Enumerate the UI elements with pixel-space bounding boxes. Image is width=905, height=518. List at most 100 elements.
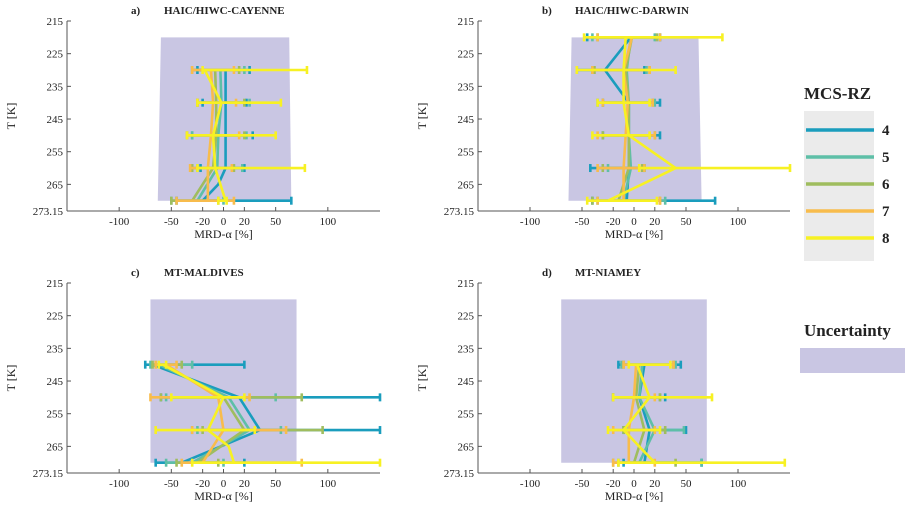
- panel-label: d): [542, 267, 552, 279]
- uncertainty-swatch: [800, 348, 905, 373]
- panels: a) HAIC/HIWC-CAYENNE 215 225 235 245 255 265 273…: [4, 5, 792, 503]
- series-group: [170, 66, 309, 205]
- y-tick-label: 235: [458, 343, 475, 355]
- legend-label-8: 8: [882, 231, 890, 247]
- y-axis-label: T [K]: [4, 103, 18, 130]
- x-tick-label: 20: [649, 216, 661, 228]
- x-tick-label: 0: [221, 216, 227, 228]
- x-tick-label: 0: [221, 478, 227, 490]
- y-tick-label: 273.15: [444, 468, 475, 480]
- y-tick-label: 255: [458, 147, 475, 159]
- y-tick-label: 235: [47, 343, 64, 355]
- x-tick-label: -20: [195, 216, 210, 228]
- series-group: [575, 33, 792, 205]
- x-axis-label: MRD-α [%]: [605, 227, 664, 241]
- series-line: [617, 37, 634, 202]
- x-tick-label: 100: [320, 216, 337, 228]
- series-8: [154, 360, 382, 467]
- x-tick-label: 0: [631, 478, 637, 490]
- x-axis-label: MRD-α [%]: [194, 227, 253, 241]
- y-tick-label: 215: [458, 16, 475, 28]
- x-tick-label: -100: [520, 216, 541, 228]
- panel-4: d) MT-NIAMEY 215 225 235 245 255 265 273.15 -100 -…: [415, 267, 790, 503]
- x-tick-label: 20: [649, 478, 661, 490]
- uncertainty-area: [568, 37, 702, 201]
- y-tick-label: 245: [47, 376, 64, 388]
- y-tick-label: 245: [458, 376, 475, 388]
- x-tick-label: 100: [730, 216, 747, 228]
- legend-label-6: 6: [882, 177, 890, 193]
- panel-3: c) MT-MALDIVES 215 225 235 245 255 265 273.15 -10…: [4, 267, 382, 503]
- panel-title: HAIC/HIWC-CAYENNE: [164, 5, 285, 17]
- y-tick-label: 225: [47, 311, 64, 323]
- uncertainty-title: Uncertainty: [804, 321, 891, 340]
- legend-title: MCS-RZ: [804, 84, 871, 103]
- series-8: [606, 360, 787, 467]
- uncertainty-area: [150, 299, 297, 463]
- x-tick-label: -50: [575, 478, 590, 490]
- panel-title: MT-NIAMEY: [575, 267, 641, 279]
- series-line: [201, 70, 227, 202]
- y-axis-label: T [K]: [415, 103, 429, 130]
- panel-label: b): [542, 5, 552, 17]
- x-tick-label: 50: [681, 478, 693, 490]
- x-tick-label: -20: [606, 216, 621, 228]
- y-tick-label: 215: [47, 16, 64, 28]
- y-tick-label: 235: [458, 81, 475, 93]
- y-tick-label: 215: [47, 278, 64, 290]
- y-tick-label: 215: [458, 278, 475, 290]
- x-tick-label: 100: [320, 478, 337, 490]
- x-tick-label: 50: [270, 478, 282, 490]
- series-line: [622, 364, 656, 464]
- x-tick-label: -50: [575, 216, 590, 228]
- panel-label: a): [131, 5, 141, 17]
- x-tick-label: -50: [164, 478, 179, 490]
- x-tick-label: 50: [681, 216, 693, 228]
- y-tick-label: 273.15: [33, 206, 64, 218]
- x-tick-label: 0: [631, 216, 637, 228]
- x-tick-label: -100: [109, 478, 130, 490]
- y-tick-label: 225: [458, 311, 475, 323]
- panel-label: c): [131, 267, 140, 279]
- y-tick-label: 273.15: [33, 468, 64, 480]
- y-tick-label: 245: [458, 114, 475, 126]
- legend-label-5: 5: [882, 150, 890, 166]
- x-tick-label: -20: [195, 478, 210, 490]
- y-tick-label: 255: [458, 409, 475, 421]
- y-tick-label: 225: [458, 49, 475, 61]
- y-tick-label: 273.15: [444, 206, 475, 218]
- y-tick-label: 235: [47, 81, 64, 93]
- y-tick-label: 255: [47, 409, 64, 421]
- legend-label-7: 7: [882, 204, 890, 220]
- x-axis-label: MRD-α [%]: [194, 489, 253, 503]
- y-axis-label: T [K]: [4, 365, 18, 392]
- legend-box: [804, 111, 874, 261]
- series-group: [606, 360, 787, 467]
- y-tick-label: 265: [458, 179, 475, 191]
- y-tick-label: 255: [47, 147, 64, 159]
- panel-1: a) HAIC/HIWC-CAYENNE 215 225 235 245 255 265 273…: [4, 5, 380, 241]
- x-tick-label: -100: [109, 216, 130, 228]
- y-tick-label: 265: [47, 441, 64, 453]
- y-tick-label: 265: [47, 179, 64, 191]
- y-tick-label: 225: [47, 49, 64, 61]
- series-line: [607, 37, 677, 202]
- x-tick-label: -100: [520, 478, 541, 490]
- series-line: [637, 364, 657, 464]
- legend: MCS-RZ 4 5 6 7 8 Uncertainty: [800, 84, 905, 373]
- y-axis-label: T [K]: [415, 365, 429, 392]
- legend-label-4: 4: [882, 123, 890, 139]
- series-group: [143, 360, 382, 467]
- x-tick-label: 20: [239, 478, 251, 490]
- y-tick-label: 265: [458, 441, 475, 453]
- x-tick-label: 50: [270, 216, 282, 228]
- x-tick-label: 100: [730, 478, 747, 490]
- panel-title: MT-MALDIVES: [164, 267, 244, 279]
- x-tick-label: 20: [239, 216, 251, 228]
- series-line: [627, 364, 638, 463]
- series-8: [185, 66, 309, 205]
- panel-title: HAIC/HIWC-DARWIN: [575, 5, 689, 17]
- x-tick-label: -50: [164, 216, 179, 228]
- series-line: [162, 363, 236, 464]
